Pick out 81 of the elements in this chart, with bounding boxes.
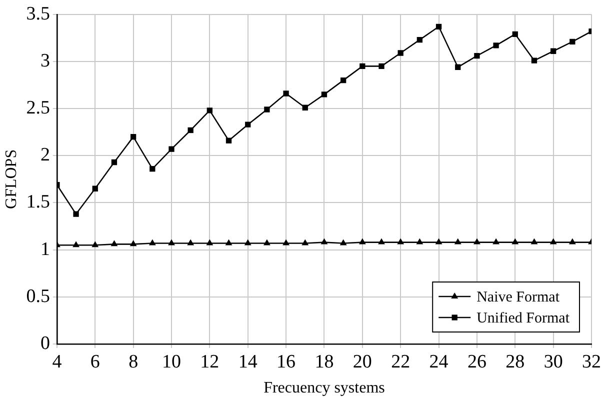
point xyxy=(283,90,289,96)
point xyxy=(188,127,194,134)
point xyxy=(72,241,80,248)
x-axis-title: Frecuency systems xyxy=(264,380,385,397)
point xyxy=(206,108,213,114)
point xyxy=(436,24,442,30)
point xyxy=(130,240,137,246)
point xyxy=(530,238,538,244)
point xyxy=(302,104,308,110)
x-tick-label: 30 xyxy=(544,351,563,372)
point xyxy=(111,159,118,166)
point xyxy=(92,241,99,248)
x-tick-label: 14 xyxy=(238,351,258,372)
point xyxy=(360,63,366,70)
point xyxy=(264,106,270,112)
point xyxy=(148,239,156,246)
legend-label: Unified Format xyxy=(476,310,570,326)
y-tick-label: 3 xyxy=(40,50,50,72)
x-tick-label: 4 xyxy=(52,351,62,372)
y-tick-label: 0 xyxy=(40,332,50,354)
point xyxy=(474,53,480,59)
point xyxy=(150,166,156,172)
point xyxy=(358,238,366,244)
point xyxy=(493,42,499,48)
point xyxy=(454,238,462,244)
point xyxy=(340,77,346,84)
point xyxy=(321,92,328,98)
point xyxy=(531,58,538,64)
point xyxy=(512,238,519,244)
x-tick-label: 12 xyxy=(200,351,220,372)
point xyxy=(455,64,461,70)
point xyxy=(492,238,500,244)
y-tick-label: 1 xyxy=(40,238,50,260)
point xyxy=(378,238,385,244)
point xyxy=(550,238,557,244)
y-tick-label: 1.5 xyxy=(26,192,50,213)
point xyxy=(570,38,576,45)
point xyxy=(397,238,404,244)
x-tick-label: 16 xyxy=(276,351,296,372)
point xyxy=(110,240,118,246)
x-tick-label: 6 xyxy=(90,351,100,372)
point xyxy=(320,238,328,244)
point xyxy=(187,239,194,246)
y-tick-label: 3.5 xyxy=(26,3,50,24)
point xyxy=(550,48,556,54)
y-tick-label: 0.5 xyxy=(26,286,50,307)
point xyxy=(73,211,79,217)
x-tick-label: 22 xyxy=(391,351,410,372)
point xyxy=(416,238,424,244)
point xyxy=(263,239,270,246)
point xyxy=(416,37,423,43)
point xyxy=(226,138,232,144)
point xyxy=(435,238,442,244)
point xyxy=(340,239,347,246)
point xyxy=(512,31,518,38)
legend-label: Naive Format xyxy=(476,289,560,306)
x-tick-label: 24 xyxy=(429,351,449,372)
y-axis-title: GFLOPS xyxy=(2,149,20,209)
x-tick-label: 10 xyxy=(162,351,181,372)
point xyxy=(130,134,136,140)
x-tick-label: 26 xyxy=(467,351,486,372)
y-tick-label: 2 xyxy=(40,144,50,166)
x-tick-label: 8 xyxy=(128,351,138,372)
x-tick-label: 32 xyxy=(582,351,601,372)
point xyxy=(168,239,175,246)
x-tick-label: 28 xyxy=(506,351,525,372)
point xyxy=(206,239,214,246)
point xyxy=(225,239,232,246)
point xyxy=(282,239,290,246)
y-tick-label: 2.5 xyxy=(26,98,50,119)
point xyxy=(378,63,384,70)
point xyxy=(244,239,252,246)
point xyxy=(398,50,404,56)
point xyxy=(568,238,576,244)
x-tick-label: 18 xyxy=(314,351,334,372)
x-tick-label: 20 xyxy=(352,351,372,372)
point xyxy=(473,238,480,244)
point xyxy=(245,122,251,128)
point xyxy=(302,239,309,246)
point xyxy=(168,146,174,152)
point xyxy=(92,186,98,192)
